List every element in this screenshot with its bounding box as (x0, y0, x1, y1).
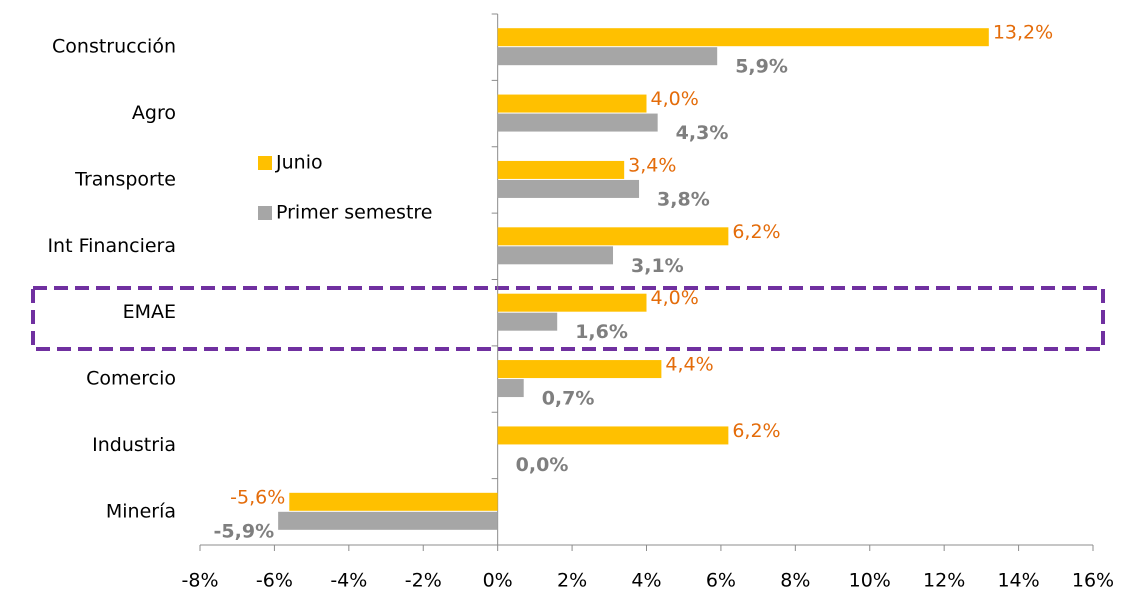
x-tick-label: -4% (330, 570, 367, 591)
highlight-box (31, 286, 1105, 351)
x-tick-label: 4% (631, 570, 661, 591)
legend-swatch (258, 206, 272, 220)
y-tick-label: Minería (106, 500, 176, 522)
bar (497, 47, 718, 66)
data-label: 13,2% (993, 22, 1053, 44)
data-label: 1,6% (575, 321, 628, 343)
bar (289, 492, 498, 511)
bar (497, 246, 614, 265)
bar (497, 293, 647, 312)
y-tick-label: Comercio (86, 368, 176, 390)
bar (497, 113, 658, 132)
x-tick-label: 8% (780, 570, 810, 591)
bar (497, 179, 640, 198)
x-tick-label: 2% (557, 570, 587, 591)
bar (497, 227, 729, 246)
legend-swatch (258, 156, 272, 170)
x-tick-label: -8% (182, 570, 219, 591)
bar (497, 312, 558, 331)
data-label: 0,7% (542, 388, 595, 410)
x-tick-label: 10% (849, 570, 891, 591)
bar (278, 511, 498, 530)
bar (497, 426, 729, 445)
data-label: -5,6% (230, 486, 285, 508)
bar (497, 28, 989, 47)
bar (497, 160, 625, 179)
y-tick-label: Industria (92, 434, 176, 456)
data-label: 5,9% (735, 56, 788, 78)
data-label: 6,2% (732, 420, 780, 442)
x-tick-label: -2% (405, 570, 442, 591)
data-label: 3,8% (657, 188, 710, 210)
bar (497, 94, 647, 113)
y-tick-label: Agro (132, 102, 176, 124)
x-tick-label: 12% (923, 570, 965, 591)
x-tick-label: 6% (706, 570, 736, 591)
data-label: 3,4% (628, 154, 676, 176)
y-tick-label: Int Financiera (47, 235, 176, 257)
legend-label: Junio (275, 152, 323, 174)
y-tick-label: Construcción (52, 36, 176, 58)
x-tick-label: 16% (1072, 570, 1114, 591)
x-tick-label: 0% (483, 570, 513, 591)
bar (497, 379, 524, 398)
data-label: -5,9% (214, 520, 275, 542)
data-label: 4,4% (665, 354, 713, 376)
y-tick-label: Transporte (74, 168, 176, 190)
data-label: 0,0% (516, 454, 569, 476)
data-label: 4,0% (651, 88, 699, 110)
x-tick-label: -6% (256, 570, 293, 591)
legend-label: Primer semestre (276, 202, 432, 224)
bar (497, 360, 662, 379)
x-tick-label: 14% (997, 570, 1039, 591)
data-label: 4,0% (651, 287, 699, 309)
data-label: 3,1% (631, 255, 684, 277)
data-label: 4,3% (676, 122, 729, 144)
y-tick-label: EMAE (123, 301, 176, 323)
data-label: 6,2% (732, 221, 780, 243)
